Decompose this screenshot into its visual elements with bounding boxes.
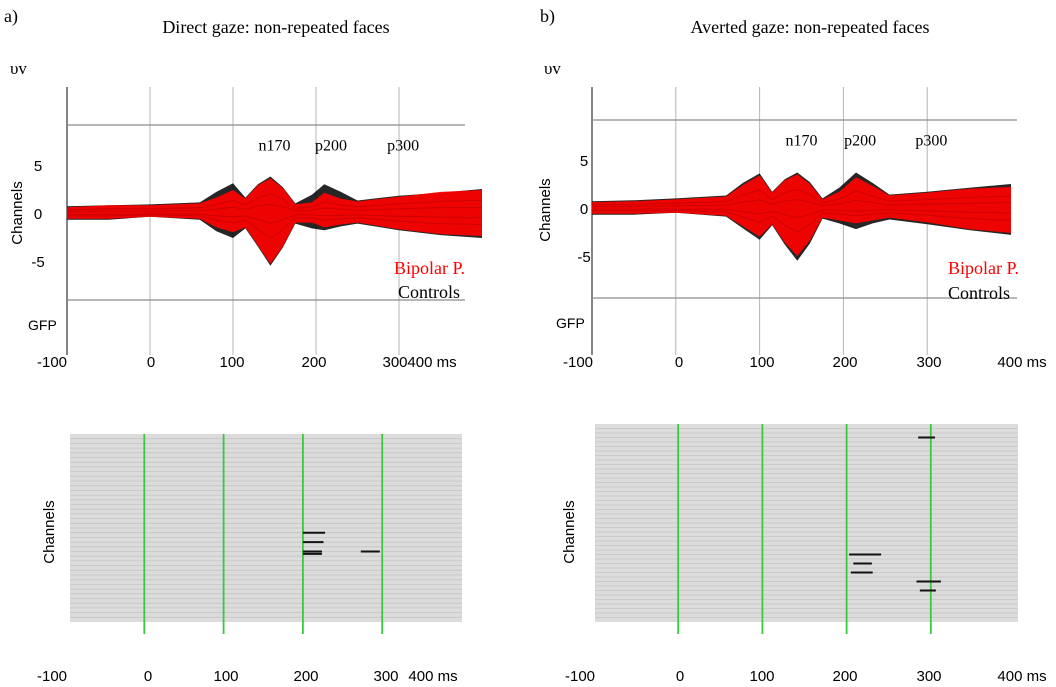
- y-tick-5: 5: [34, 158, 42, 175]
- erp-panel-direct-gaze: a) Direct gaze: non-repeated faces υv n1…: [4, 6, 483, 371]
- erp-grid: [591, 87, 1017, 355]
- y-tick-labels: 5 0 -5: [31, 158, 44, 271]
- x-tick-100: 100: [749, 354, 774, 371]
- panel-title: Direct gaze: non-repeated faces: [162, 17, 389, 37]
- x-tick-300: 300: [382, 354, 407, 371]
- raster-plot: [595, 424, 1018, 634]
- bipolar-trace-0: [591, 189, 1012, 206]
- peak-labels: n170 p200 p300: [786, 133, 948, 150]
- bipolar-band: [591, 174, 1012, 256]
- bipolar-trace-1: [66, 203, 483, 212]
- y-tick--5: -5: [577, 249, 590, 266]
- bipolar-trace-3: [592, 209, 1012, 233]
- legend-controls: Controls: [398, 282, 460, 302]
- x-tick-400: 400 ms: [408, 668, 457, 685]
- peak-label-p300: p300: [387, 138, 419, 155]
- y-tick-5: 5: [580, 153, 588, 170]
- bipolar-trace-2: [67, 213, 483, 224]
- x-tick-0: 0: [675, 354, 683, 371]
- gfp-label: GFP: [556, 315, 585, 331]
- panel-title: Averted gaze: non-repeated faces: [690, 17, 929, 37]
- x-tick-200: 200: [301, 354, 326, 371]
- x-tick-labels: -100 0 100 200 300 400 ms: [563, 354, 1047, 371]
- y-axis-label: Channels: [41, 500, 58, 563]
- peak-label-p200: p200: [844, 133, 876, 150]
- peak-label-n170: n170: [786, 133, 818, 150]
- y-axis-label: Channels: [537, 178, 554, 241]
- y-axis-label: Channels: [9, 181, 26, 244]
- series-bipolar: [592, 174, 1011, 256]
- x-tick--100: -100: [565, 668, 595, 685]
- peak-label-p300: p300: [915, 133, 947, 150]
- unit-label: υv: [10, 59, 27, 78]
- x-tick-200: 200: [832, 354, 857, 371]
- y-tick-labels: 5 0 -5: [577, 153, 590, 266]
- x-tick-400: 400 ms: [407, 354, 456, 371]
- bipolar-trace-1: [591, 199, 1012, 207]
- bipolar-band: [66, 178, 483, 264]
- x-tick-300: 300: [373, 668, 398, 685]
- erp-panel-averted-gaze: b) Averted gaze: non-repeated faces υv n…: [537, 6, 1047, 371]
- x-tick-labels: -100 0 100 200 300 400 ms: [37, 354, 457, 371]
- legend-bipolar: Bipolar P.: [394, 258, 465, 278]
- x-tick-400: 400 ms: [997, 354, 1046, 371]
- x-tick--100: -100: [37, 668, 67, 685]
- x-tick-0: 0: [676, 668, 684, 685]
- x-tick-labels: -100 0 100 200 300 400 ms: [37, 668, 458, 685]
- peak-labels: n170 p200 p300: [259, 138, 420, 155]
- x-tick--100: -100: [563, 354, 593, 371]
- x-tick-300: 300: [916, 354, 941, 371]
- y-axis-label: Channels: [561, 500, 578, 563]
- x-tick-100: 100: [219, 354, 244, 371]
- significance-raster-direct: -100 0 100 200 300 400 ms Channels: [37, 434, 462, 685]
- x-tick--100: -100: [37, 354, 67, 371]
- bipolar-trace-3: [67, 214, 483, 239]
- series-bipolar: [67, 178, 482, 264]
- raster-plot: [70, 434, 462, 634]
- x-tick-200: 200: [832, 668, 857, 685]
- legend-controls: Controls: [948, 283, 1010, 303]
- bipolar-trace-0: [66, 193, 483, 211]
- y-tick--5: -5: [31, 254, 44, 271]
- significance-raster-averted: -100 0 100 200 300 400 ms Channels: [561, 424, 1047, 685]
- peak-label-p200: p200: [315, 138, 347, 155]
- unit-label: υv: [544, 59, 561, 78]
- y-tick-0: 0: [580, 201, 588, 218]
- panel-label: a): [4, 6, 18, 27]
- x-tick-0: 0: [147, 354, 155, 371]
- y-tick-0: 0: [34, 206, 42, 223]
- x-tick-400: 400 ms: [997, 668, 1046, 685]
- x-tick-200: 200: [293, 668, 318, 685]
- x-tick-300: 300: [916, 668, 941, 685]
- legend-bipolar: Bipolar P.: [948, 258, 1019, 278]
- x-tick-100: 100: [749, 668, 774, 685]
- x-tick-labels: -100 0 100 200 300 400 ms: [565, 668, 1047, 685]
- bipolar-trace-2: [592, 208, 1012, 219]
- x-tick-0: 0: [144, 668, 152, 685]
- panel-label: b): [540, 6, 555, 27]
- x-tick-100: 100: [213, 668, 238, 685]
- peak-label-n170: n170: [259, 138, 291, 155]
- gfp-label: GFP: [28, 317, 57, 333]
